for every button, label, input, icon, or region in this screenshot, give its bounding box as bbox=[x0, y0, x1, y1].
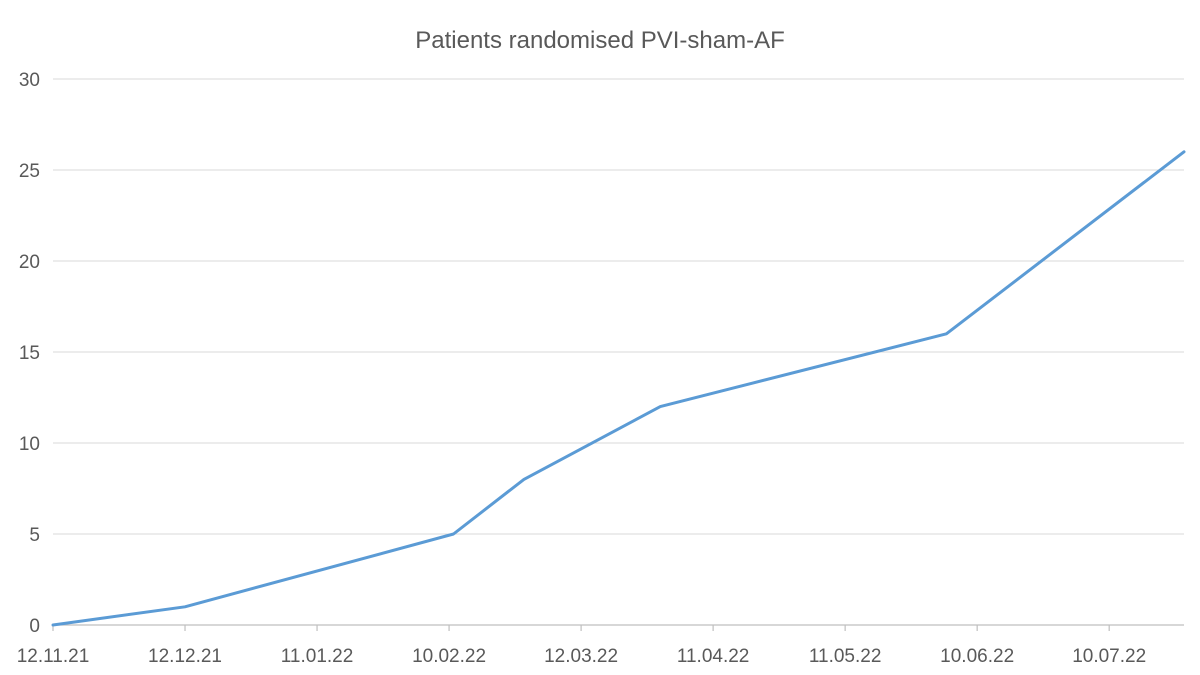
x-tick-label: 11.04.22 bbox=[677, 646, 750, 667]
x-tick-label: 12.12.21 bbox=[148, 646, 222, 667]
y-tick-label: 5 bbox=[29, 525, 40, 546]
y-tick-label: 15 bbox=[19, 343, 40, 364]
series-lines bbox=[51, 150, 1186, 627]
x-tick-label: 10.06.22 bbox=[940, 646, 1014, 667]
x-axis-ticks: 12.11.21 12.12.21 11.01.22 10.02.22 12.03.22… bbox=[17, 625, 1146, 667]
x-tick-label: 11.05.22 bbox=[809, 646, 882, 667]
y-tick-label: 10 bbox=[19, 434, 40, 455]
y-axis-ticks: 0 5 10 15 20 25 30 bbox=[19, 70, 40, 637]
y-tick-label: 0 bbox=[29, 616, 40, 637]
x-tick-label: 10.02.22 bbox=[412, 646, 486, 667]
chart-title: Patients randomised PVI-sham-AF bbox=[415, 27, 784, 54]
y-tick-label: 20 bbox=[19, 252, 40, 273]
x-tick-label: 11.01.22 bbox=[281, 646, 354, 667]
gridlines bbox=[53, 78, 1184, 535]
series-line bbox=[51, 150, 1186, 627]
y-tick-label: 30 bbox=[19, 70, 40, 91]
x-tick-label: 12.11.21 bbox=[17, 646, 90, 667]
x-tick-label: 10.07.22 bbox=[1072, 646, 1146, 667]
x-tick-label: 12.03.22 bbox=[544, 646, 618, 667]
y-tick-label: 25 bbox=[19, 161, 40, 182]
